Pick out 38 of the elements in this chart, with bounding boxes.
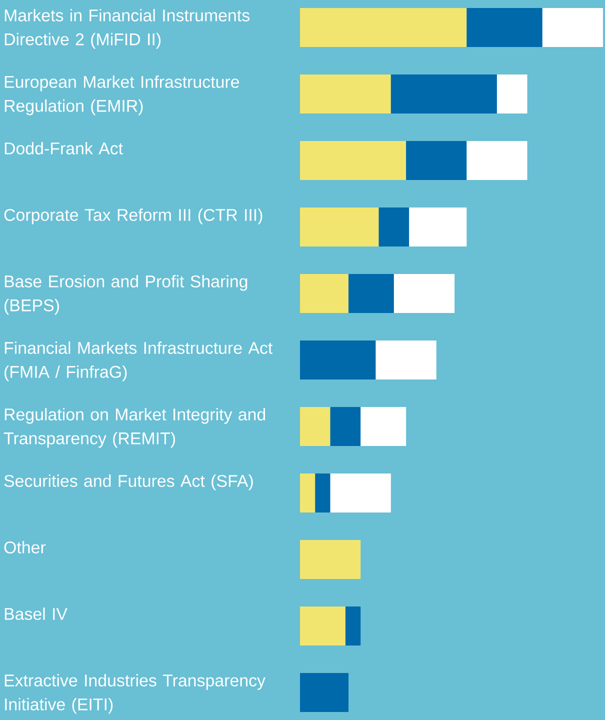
bar [300,8,467,47]
bar [345,606,361,646]
bar [330,474,391,512]
bar [300,141,406,180]
bar [300,340,376,380]
bar [378,208,410,246]
bar [300,606,346,646]
y-tick-label: Corporate Tax Reform III (CTR III) [4,208,262,224]
y-tick-label: Markets in Financial Instruments Directive 2 (MiFID II) [4,9,250,49]
y-tick-label: European Market Infrastructure Regulation (EMIR) [4,76,240,116]
bar [300,208,379,246]
bar [300,274,348,313]
y-tick-label: Securities and Futures Act (SFA) [4,474,253,490]
bar [300,74,391,114]
y-tick-label: Extractive Industries Transparency Initiative (EITI) [4,674,266,714]
bar [466,8,542,47]
y-tick-label: Dodd-Frank Act [4,142,123,154]
bar [300,407,330,446]
bar [300,673,348,712]
y-tick-label: Financial Markets Infrastructure Act (FMIA / FinfraG) [4,342,273,382]
bar [330,407,361,446]
bar [376,340,436,380]
bar [406,141,467,180]
bar [409,208,467,246]
bar [542,8,604,47]
bar [496,74,528,114]
y-tick-label: Other [4,541,46,554]
bar [466,141,528,180]
y-tick-label: Regulation on Market Integrity and Transparency (REMIT) [4,408,266,448]
y-tick-label: Base Erosion and Profit Sharing (BEPS) [4,275,248,315]
bar [360,407,406,446]
bar [390,74,497,114]
y-tick-label: Basel IV [4,608,68,620]
bar [394,274,455,313]
bar [348,274,394,313]
bar [315,474,330,512]
bar [300,540,361,579]
bar [300,474,316,512]
